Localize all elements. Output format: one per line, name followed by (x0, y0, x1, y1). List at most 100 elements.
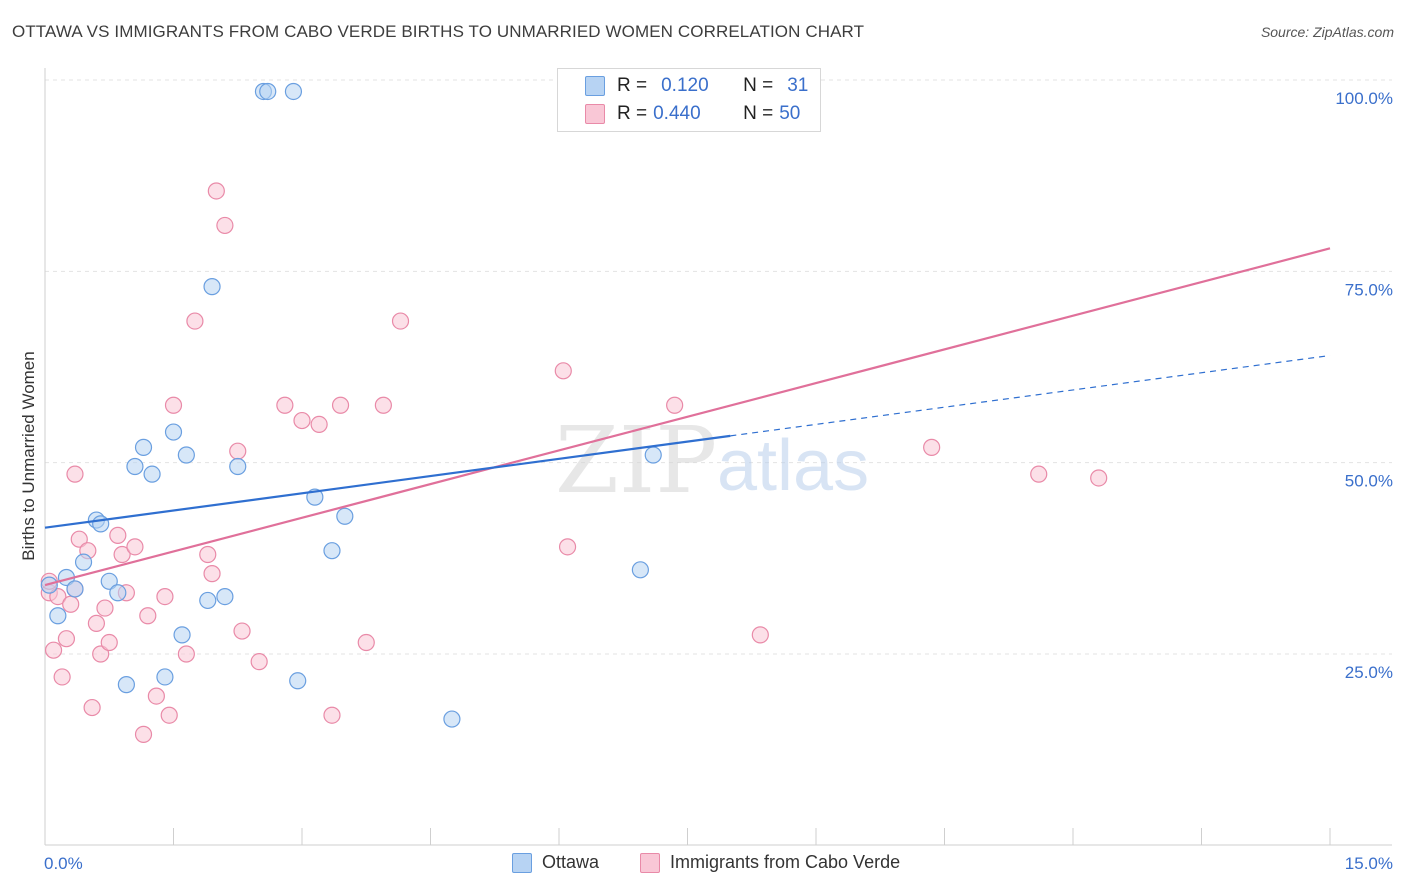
ottawa-point (74, 553, 93, 571)
ottawa-point (216, 587, 234, 606)
ottawa-r-label: R = (617, 75, 648, 96)
ottawa-swatch (585, 76, 605, 96)
cabo-verde-point (96, 599, 114, 617)
cabo-verde-point (229, 442, 247, 460)
ottawa-point (631, 561, 649, 579)
x-tick-label: 0.0% (44, 854, 83, 873)
ottawa-point (164, 423, 183, 441)
ottawa-point (134, 438, 153, 456)
x-tick-label: 15.0% (1345, 854, 1393, 873)
ottawa-point (92, 515, 110, 533)
y-tick-label: 100.0% (1335, 89, 1393, 108)
cabo-verde-point (357, 633, 375, 652)
ottawa-point (323, 542, 341, 560)
cabo-verde-point (216, 216, 234, 235)
cabo-verde-point (1090, 469, 1108, 487)
cabo-verde-point (923, 438, 941, 456)
cabo-verde-point (331, 396, 350, 414)
legend-row-cabo-verde: R = 0.440 N = 50 (558, 101, 800, 127)
cabo-verde-point (203, 565, 221, 583)
legend-item-ottawa: Ottawa (512, 852, 599, 873)
cabo-verde-legend-label: Immigrants from Cabo Verde (670, 852, 901, 872)
cabo-verde-point (70, 530, 88, 548)
cabo-verde-point (53, 668, 71, 686)
correlation-legend: R = 0.120 N = 31 R = 0.440 N = 50 (557, 68, 821, 132)
cabo-verde-point (233, 622, 251, 640)
watermark: ZIP atlas (555, 407, 869, 514)
ottawa-point (203, 278, 221, 296)
cabo-verde-point (156, 587, 174, 606)
cabo-verde-point (49, 587, 67, 606)
source-label: Source: ZipAtlas.com (1260, 24, 1394, 40)
y-tick-label: 75.0% (1345, 280, 1393, 299)
cabo-verde-point (147, 687, 165, 705)
cabo-verde-point (126, 538, 144, 556)
ottawa-n-label: N = (743, 75, 774, 96)
cabo-n-label: N = (743, 103, 774, 124)
cabo-verde-point (207, 182, 225, 200)
grid-lines (45, 79, 1392, 655)
cabo-verde-point (66, 465, 84, 483)
cabo-verde-point (109, 526, 127, 544)
cabo-verde-swatch (585, 104, 605, 124)
cabo-verde-point (558, 538, 577, 556)
cabo-verde-point (113, 545, 131, 564)
cabo-verde-point (87, 614, 106, 632)
ottawa-point (199, 591, 217, 610)
cabo-verde-point (391, 312, 410, 330)
ottawa-trend-line (44, 434, 731, 529)
ottawa-point (284, 82, 303, 101)
cabo-verde-point (134, 725, 153, 743)
cabo-r-label: R = (617, 103, 648, 124)
ottawa-point (143, 465, 161, 483)
cabo-verde-legend-swatch (640, 852, 660, 873)
cabo-verde-point (139, 607, 157, 625)
cabo-verde-point (199, 545, 217, 564)
cabo-verde-point (323, 706, 341, 724)
ottawa-points (40, 82, 662, 728)
watermark-atlas: atlas (717, 426, 869, 506)
trend-lines (44, 247, 1331, 587)
cabo-verde-point (276, 396, 294, 414)
ottawa-point (117, 676, 135, 694)
cabo-verde-point (100, 633, 118, 652)
axes (44, 68, 1392, 846)
y-tick-label: 25.0% (1345, 663, 1393, 682)
cabo-verde-point (62, 595, 80, 613)
ottawa-point (259, 82, 277, 101)
cabo-verde-point (310, 415, 328, 433)
cabo-verde-point (92, 645, 110, 663)
cabo-verde-point (374, 396, 392, 414)
cabo-verde-point (186, 312, 204, 330)
cabo-verde-point (177, 645, 195, 663)
ottawa-point (66, 580, 84, 598)
ottawa-point (336, 507, 354, 525)
ottawa-point (109, 584, 127, 602)
ottawa-n-value: 31 (787, 75, 809, 96)
ottawa-trend-extension (730, 354, 1331, 437)
cabo-verde-point (160, 706, 178, 724)
ottawa-point (644, 446, 662, 464)
ottawa-legend-label: Ottawa (542, 852, 600, 872)
cabo-verde-point (44, 641, 63, 659)
legend-item-cabo-verde: Immigrants from Cabo Verde (640, 852, 900, 873)
cabo-verde-point (164, 396, 183, 414)
cabo-verde-point (293, 411, 311, 430)
ottawa-r-value: 0.120 (661, 75, 709, 96)
cabo-verde-point (1030, 465, 1048, 483)
y-axis-label: Births to Unmarried Women (19, 351, 38, 560)
ottawa-point (126, 457, 144, 476)
ottawa-point (156, 668, 174, 686)
y-tick-label: 50.0% (1345, 472, 1393, 491)
ottawa-legend-swatch (512, 852, 532, 873)
ottawa-point (443, 710, 461, 728)
cabo-verde-trend-line (44, 247, 1331, 587)
ottawa-point (100, 572, 118, 590)
cabo-n-value: 50 (779, 103, 801, 124)
tick-labels: 25.0% 50.0% 75.0% 100.0% 0.0% 15.0% (44, 89, 1393, 873)
series-legend: Ottawa Immigrants from Cabo Verde (0, 852, 1406, 878)
chart-title: OTTAWA VS IMMIGRANTS FROM CABO VERDE BIR… (12, 22, 865, 41)
cabo-verde-point (554, 362, 572, 380)
ottawa-point (289, 672, 307, 690)
